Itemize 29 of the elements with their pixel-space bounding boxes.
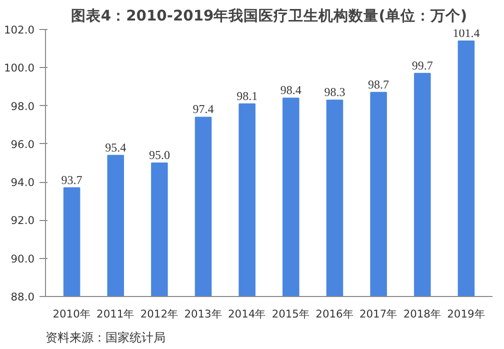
y-tick-label: 96.0	[10, 138, 35, 151]
x-tick-label: 2019年	[447, 308, 486, 320]
x-tick-label: 2018年	[403, 308, 442, 320]
x-tick-label: 2017年	[360, 308, 398, 320]
x-tick-label: 2016年	[316, 308, 354, 320]
y-tick-label: 92.0	[10, 214, 35, 228]
y-tick-label: 90.0	[10, 252, 35, 266]
data-label: 98.3	[324, 85, 346, 100]
y-tick-label: 102.0	[4, 24, 35, 36]
y-tick-label: 88.0	[10, 290, 35, 304]
x-tick-label: 2013年	[184, 308, 222, 320]
x-tick-label: 2010年	[52, 308, 91, 320]
data-label: 95.4	[105, 140, 126, 154]
y-tick-label: 94.0	[10, 176, 35, 190]
data-label: 98.1	[236, 88, 258, 103]
data-label: 97.4	[192, 102, 214, 116]
y-tick-label: 100.0	[4, 62, 35, 75]
x-tick-label: 2012年	[140, 308, 179, 320]
data-label: 98.7	[368, 77, 390, 92]
data-label: 93.7	[61, 172, 82, 187]
data-label: 99.7	[412, 58, 433, 72]
y-tick-label: 98.0	[10, 100, 35, 113]
x-tick-label: 2015年	[272, 308, 310, 320]
data-label: 95.0	[148, 148, 170, 162]
data-label: 98.4	[280, 83, 302, 98]
text: 资料来源：国家统计局	[46, 330, 166, 344]
x-tick-label: 2014年	[228, 308, 266, 320]
chart-title: 图表4：2010-2019年我国医疗卫生机构数量(单位：万个)	[70, 8, 468, 24]
x-tick-label: 2011年	[96, 308, 135, 320]
